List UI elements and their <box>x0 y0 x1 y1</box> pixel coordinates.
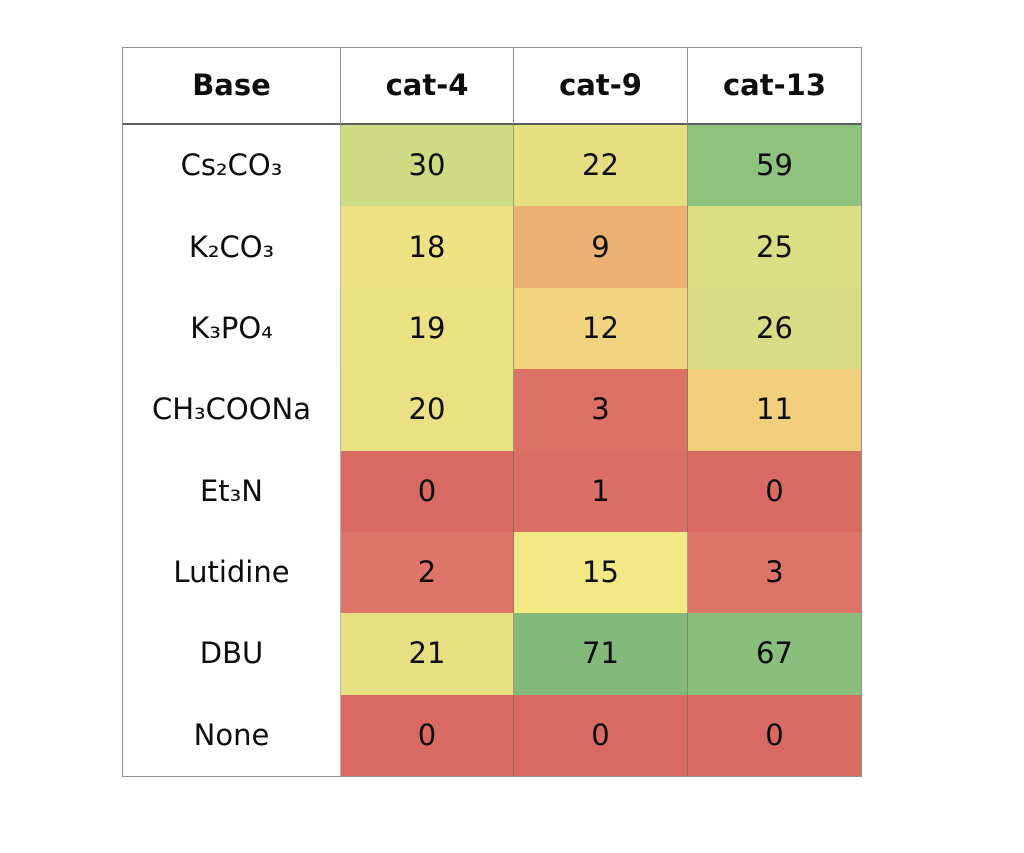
header-cat-4: cat-4 <box>341 48 514 125</box>
row-label-none: None <box>123 694 341 776</box>
heatmap-cell: 0 <box>688 694 861 776</box>
row-label-et3n: Et₃N <box>123 450 341 532</box>
heatmap-cell: 15 <box>514 531 688 614</box>
heatmap-cell: 3 <box>514 369 688 451</box>
heatmap-cell: 0 <box>514 694 688 776</box>
heatmap-cell: 2 <box>341 531 514 614</box>
heatmap-cell: 67 <box>688 613 861 695</box>
heatmap-cell: 59 <box>688 125 861 207</box>
heatmap-cell: 21 <box>341 613 514 695</box>
heatmap-cell: 30 <box>341 125 514 207</box>
heatmap-cell: 12 <box>514 287 688 370</box>
heatmap-cell: 26 <box>688 287 861 370</box>
heatmap-cell: 25 <box>688 206 861 288</box>
heatmap-cell: 11 <box>688 369 861 451</box>
row-label-k3po4: K₃PO₄ <box>123 287 341 370</box>
header-cat-9: cat-9 <box>514 48 688 125</box>
heatmap-cell: 0 <box>341 694 514 776</box>
row-label-k2co3: K₂CO₃ <box>123 206 341 288</box>
row-label-lutidine: Lutidine <box>123 531 341 614</box>
heatmap-table: Base cat-4 cat-9 cat-13 Cs₂CO₃ 30 22 59 … <box>122 47 862 777</box>
heatmap-cell: 1 <box>514 450 688 532</box>
heatmap-cell: 0 <box>688 450 861 532</box>
row-label-dbu: DBU <box>123 613 341 695</box>
heatmap-cell: 3 <box>688 531 861 614</box>
header-cat-13: cat-13 <box>688 48 861 125</box>
heatmap-cell: 0 <box>341 450 514 532</box>
heatmap-cell: 9 <box>514 206 688 288</box>
heatmap-cell: 22 <box>514 125 688 207</box>
row-label-cs2co3: Cs₂CO₃ <box>123 125 341 207</box>
heatmap-cell: 19 <box>341 287 514 370</box>
heatmap-cell: 18 <box>341 206 514 288</box>
heatmap-cell: 71 <box>514 613 688 695</box>
header-base: Base <box>123 48 341 125</box>
row-label-ch3coona: CH₃COONa <box>123 369 341 451</box>
heatmap-cell: 20 <box>341 369 514 451</box>
